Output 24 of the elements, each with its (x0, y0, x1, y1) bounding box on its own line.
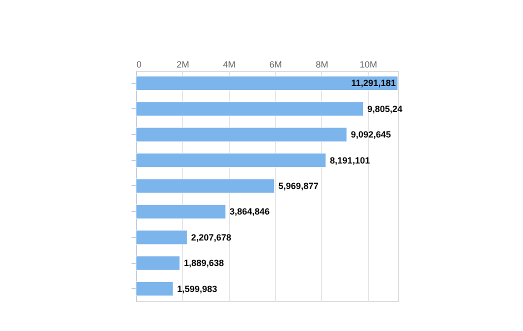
data-label: 9,092,645 (350, 130, 391, 140)
x-tick-label: 4M (222, 60, 236, 70)
x-tick-label: 2M (176, 60, 190, 70)
bar (136, 76, 398, 91)
bar (136, 230, 188, 245)
bar (136, 256, 180, 270)
bar (136, 204, 226, 220)
data-label: 8,191,101 (330, 155, 370, 166)
x-tick-label: 6M (269, 60, 282, 70)
bar (136, 281, 174, 296)
data-label: 1,599,983 (177, 284, 218, 294)
bar (136, 178, 275, 194)
x-tick-label: 8M (316, 60, 328, 70)
x-tick-label: 10M (360, 60, 378, 70)
data-label: 9,805,24 (367, 104, 402, 114)
x-tick-label: 0 (136, 60, 142, 70)
data-label: 1,889,638 (184, 258, 224, 268)
bar (136, 102, 364, 116)
bar (136, 127, 348, 142)
data-label: 5,969,877 (278, 181, 318, 191)
bar (136, 152, 326, 168)
data-label: 2,207,678 (191, 232, 232, 242)
data-label: 11,291,181 (351, 78, 396, 88)
data-label: 3,864,846 (230, 206, 270, 217)
